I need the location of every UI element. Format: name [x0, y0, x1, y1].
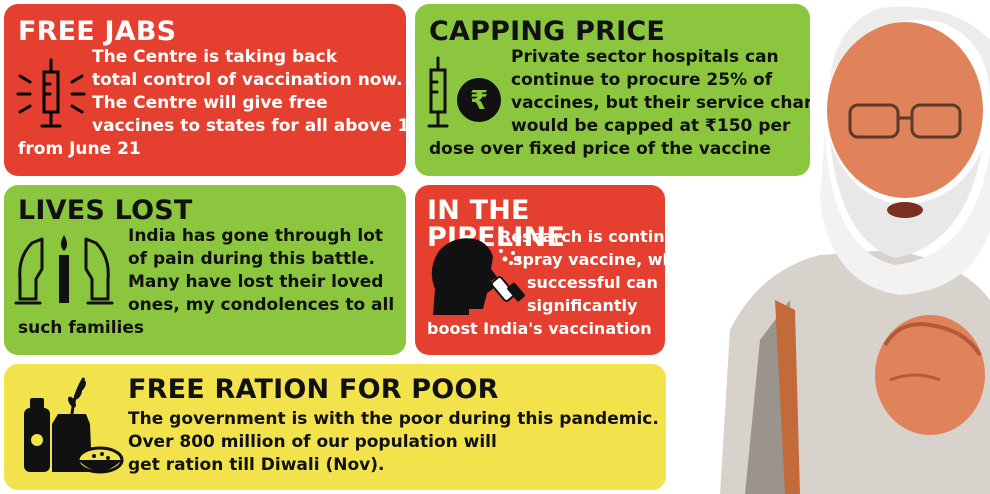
pipeline-card: IN THE PIPELINE Research is continuing o…: [415, 185, 665, 355]
free-jabs-line: total control of vaccination now.: [4, 69, 406, 92]
capping-price-line: would be capped at ₹150 per: [415, 115, 810, 138]
pipeline-text: Research is continuing on a nasal spray …: [415, 225, 665, 340]
free-jabs-line: from June 21: [4, 138, 406, 161]
lives-lost-line: of pain during this battle.: [4, 248, 406, 271]
pipeline-line: boost India's vaccination: [415, 317, 665, 340]
pipeline-line: Research is continuing on a nasal: [415, 225, 665, 248]
free-jabs-text: The Centre is taking back total control …: [4, 46, 406, 161]
free-jabs-line: The Centre is taking back: [4, 46, 406, 69]
ration-line: Over 800 million of our population will: [128, 431, 658, 454]
lives-lost-text: India has gone through lot of pain durin…: [4, 225, 406, 340]
lives-lost-line: India has gone through lot: [4, 225, 406, 248]
pipeline-line: significantly: [415, 294, 665, 317]
lives-lost-line: ones, my condolences to all: [4, 294, 406, 317]
capping-price-card: CAPPING PRICE ₹ Private sector hospitals…: [415, 4, 810, 176]
capping-price-line: continue to procure 25% of: [415, 69, 810, 92]
free-jabs-line: The Centre will give free: [4, 92, 406, 115]
pipeline-line: successful can: [415, 271, 665, 294]
ration-line: get ration till Diwali (Nov).: [128, 454, 658, 477]
free-jabs-line: vaccines to states for all above 18: [4, 115, 406, 138]
ration-line: The government is with the poor during t…: [128, 408, 658, 431]
food-ration-icon: [14, 374, 124, 484]
ration-card: FREE RATION FOR POOR: [4, 364, 666, 490]
capping-price-line: dose over fixed price of the vaccine: [415, 138, 810, 161]
lives-lost-line: such families: [4, 317, 406, 340]
lives-lost-title: LIVES LOST: [18, 197, 193, 224]
capping-price-line: Private sector hospitals can: [415, 46, 810, 69]
free-jabs-title: FREE JABS: [18, 18, 176, 45]
ration-title: FREE RATION FOR POOR: [128, 376, 499, 403]
pipeline-line: spray vaccine, which if: [415, 248, 665, 271]
capping-price-text: Private sector hospitals can continue to…: [415, 46, 810, 161]
capping-price-title: CAPPING PRICE: [429, 18, 665, 45]
lives-lost-card: LIVES LOST India has gone through lot of…: [4, 185, 406, 355]
ration-text: The government is with the poor during t…: [128, 408, 658, 477]
free-jabs-card: FREE JABS The Centre is taking back tota…: [4, 4, 406, 176]
lives-lost-line: Many have lost their loved: [4, 271, 406, 294]
capping-price-line: vaccines, but their service charge: [415, 92, 810, 115]
